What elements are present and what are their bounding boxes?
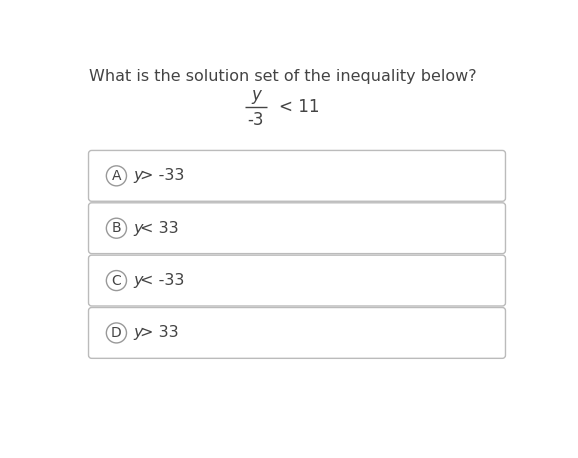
FancyBboxPatch shape xyxy=(88,203,506,254)
FancyBboxPatch shape xyxy=(88,150,506,201)
Text: > 33: > 33 xyxy=(140,326,179,340)
Text: A: A xyxy=(112,169,121,183)
FancyBboxPatch shape xyxy=(88,255,506,306)
Text: y: y xyxy=(134,169,143,183)
FancyBboxPatch shape xyxy=(88,307,506,358)
Text: y: y xyxy=(251,86,261,104)
Text: < 11: < 11 xyxy=(279,98,320,116)
Text: y: y xyxy=(134,273,143,288)
Text: y: y xyxy=(134,326,143,340)
Text: D: D xyxy=(111,326,122,340)
Text: < -33: < -33 xyxy=(140,273,185,288)
Text: y: y xyxy=(134,221,143,236)
Text: < 33: < 33 xyxy=(140,221,179,236)
Text: > -33: > -33 xyxy=(140,169,185,183)
Text: -3: -3 xyxy=(248,111,264,129)
Text: B: B xyxy=(112,221,121,235)
Text: What is the solution set of the inequality below?: What is the solution set of the inequali… xyxy=(89,69,477,84)
Text: C: C xyxy=(112,273,121,288)
